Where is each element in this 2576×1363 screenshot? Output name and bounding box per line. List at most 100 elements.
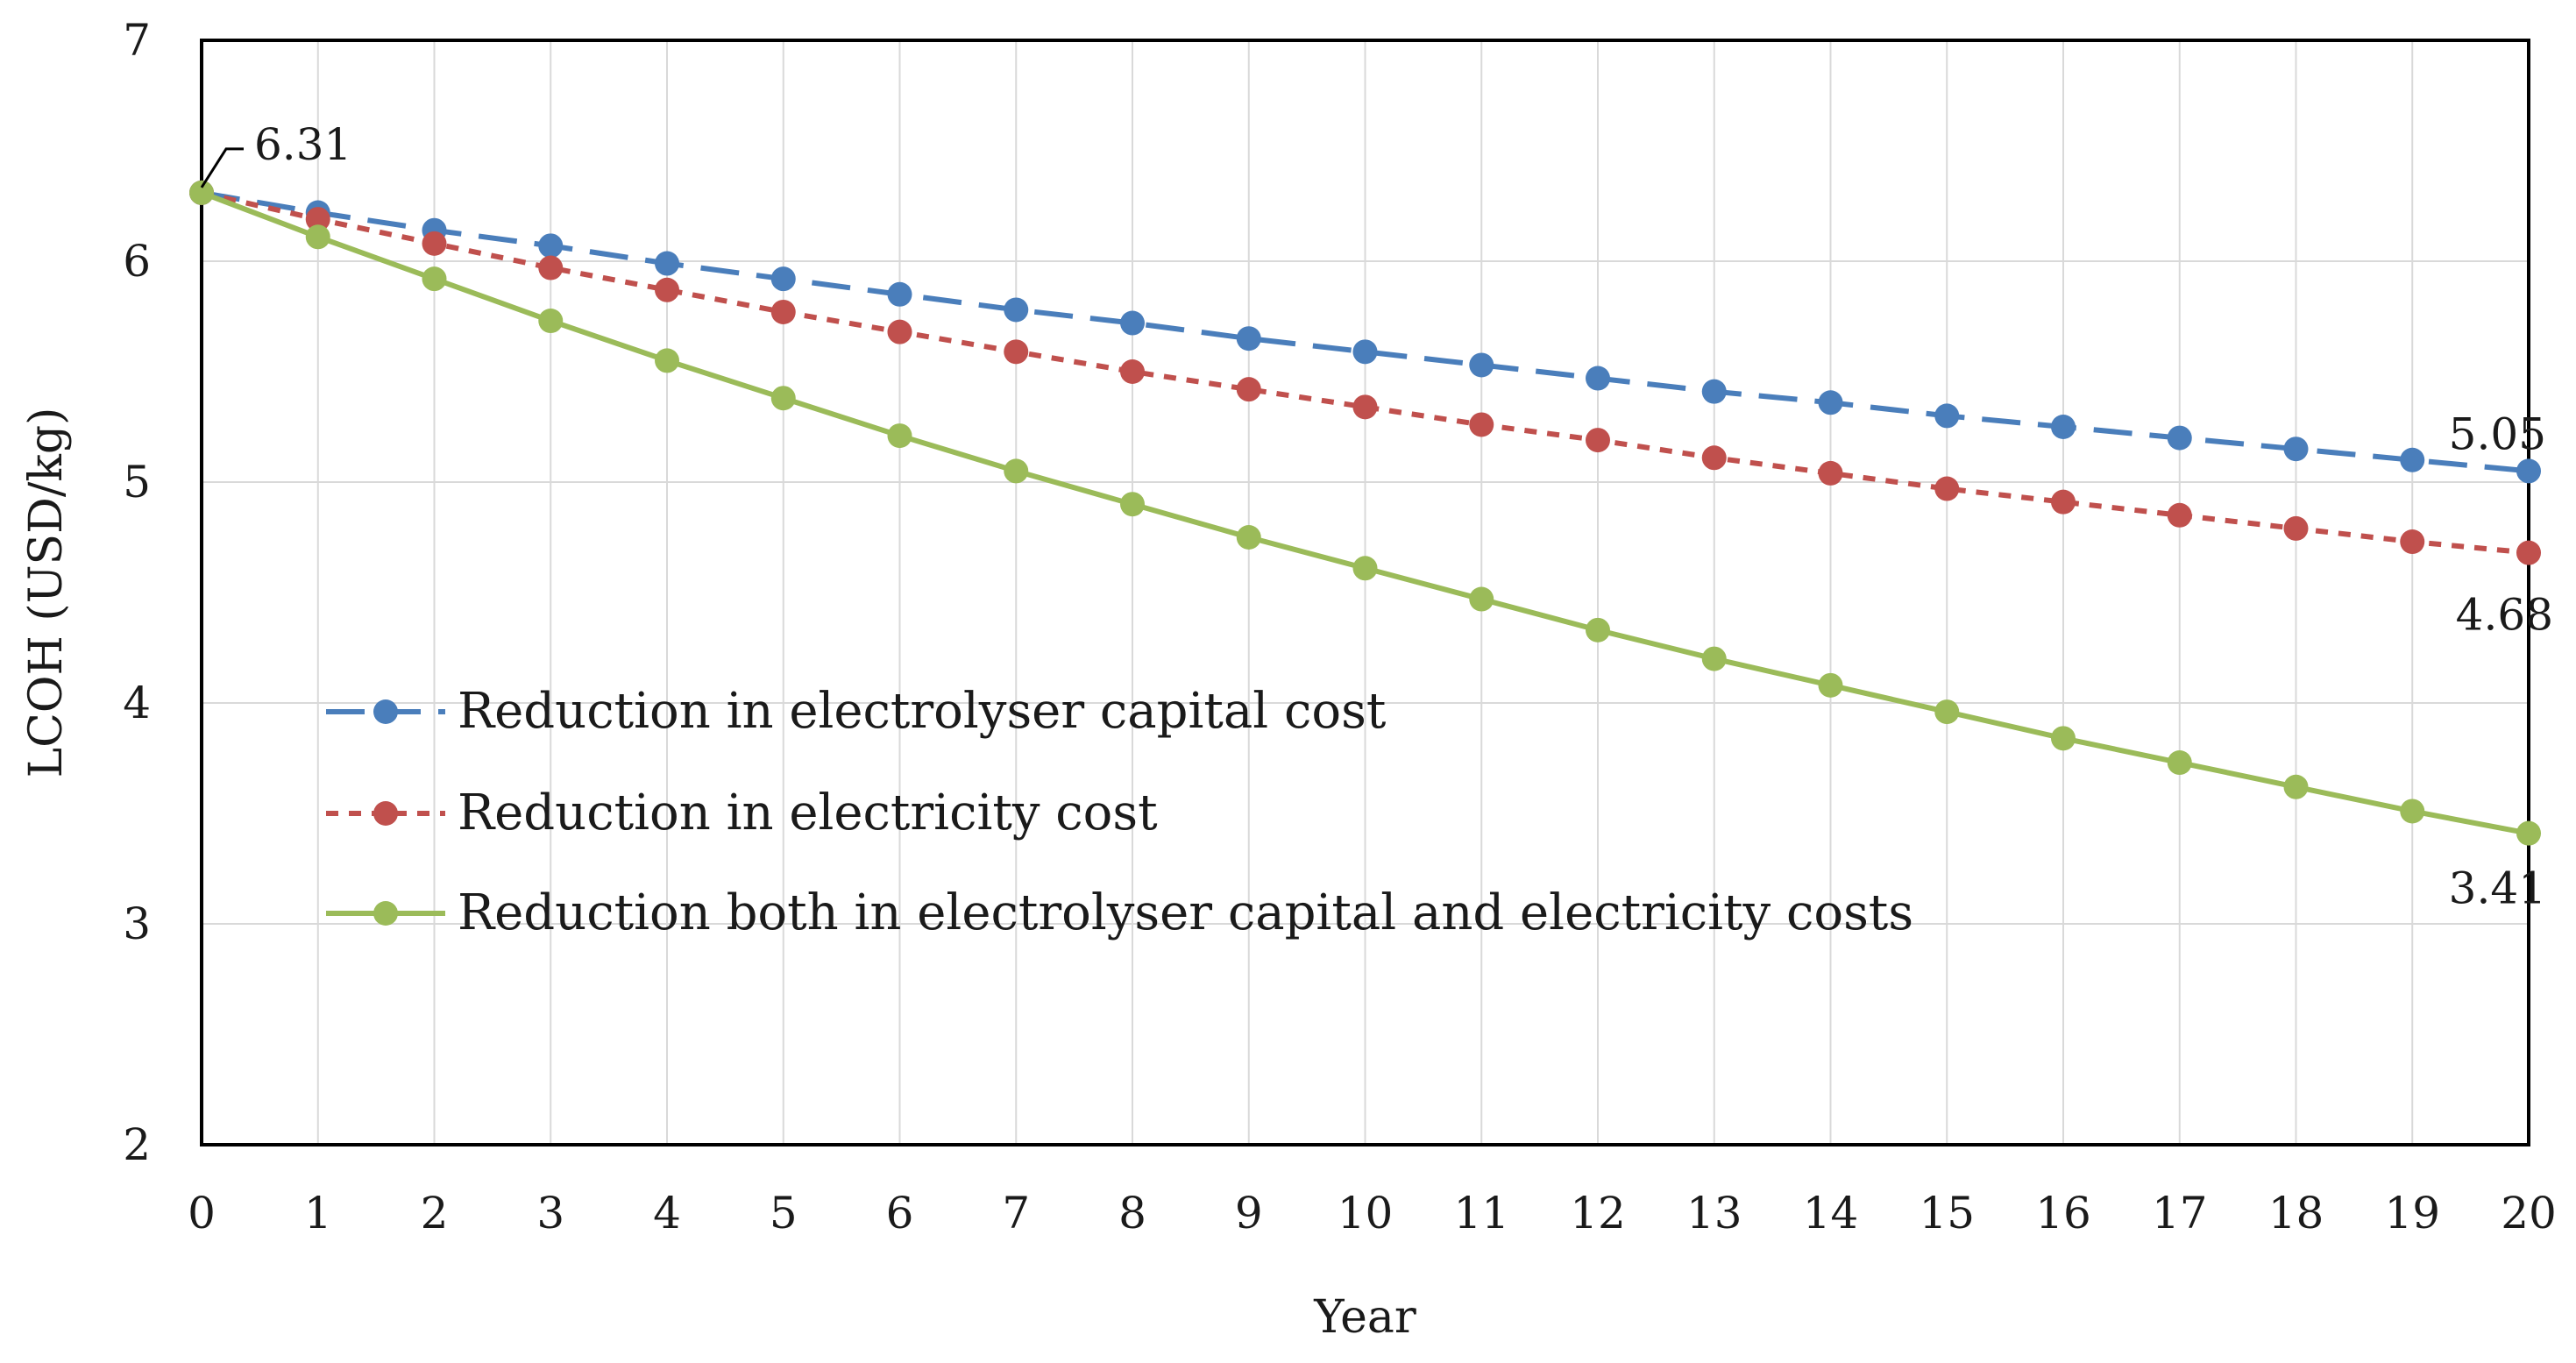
x-axis-title: Year [1313, 1291, 1416, 1344]
data-point [2167, 425, 2192, 451]
x-tick-label: 4 [653, 1188, 681, 1239]
x-tick-label: 0 [188, 1188, 216, 1239]
y-tick-label: 6 [123, 236, 151, 287]
data-point [1236, 525, 1261, 550]
x-tick-label: 8 [1118, 1188, 1146, 1239]
x-tick-label: 17 [2152, 1188, 2208, 1239]
data-point [2400, 799, 2425, 824]
series-2 [189, 180, 2541, 565]
data-point [422, 231, 447, 256]
y-axis-ticks: 2 3 4 5 6 7 [123, 15, 151, 1170]
data-point [1120, 359, 1145, 384]
data-point [422, 266, 447, 292]
data-point [1586, 617, 1610, 642]
x-tick-label: 9 [1235, 1188, 1263, 1239]
data-point [655, 251, 679, 276]
data-point [305, 224, 330, 250]
x-tick-label: 6 [886, 1188, 914, 1239]
x-tick-label: 16 [2035, 1188, 2091, 1239]
data-point [2283, 515, 2309, 541]
y-tick-label: 5 [123, 457, 151, 508]
data-point [1469, 586, 1494, 612]
data-point [1586, 428, 1610, 453]
data-point [1818, 460, 1843, 486]
data-point [655, 348, 679, 373]
data-point [2516, 820, 2541, 846]
data-label: 4.68 [2456, 590, 2553, 641]
data-point [1352, 556, 1378, 581]
data-point [1469, 352, 1494, 378]
data-point [538, 255, 564, 280]
data-point [1004, 458, 1029, 484]
y-tick-label: 2 [123, 1119, 151, 1170]
data-point [2167, 502, 2192, 528]
x-tick-label: 10 [1338, 1188, 1394, 1239]
label-leader-line [200, 147, 244, 188]
data-point [2283, 774, 2309, 799]
data-point [1586, 366, 1610, 391]
x-tick-label: 5 [770, 1188, 798, 1239]
x-axis-ticks: 0 1 2 3 4 5 6 7 8 9 10 11 12 13 14 15 16 17 18 19 20 [188, 1188, 2557, 1239]
data-point [1701, 445, 1727, 471]
plot-area-frame [200, 39, 2530, 1146]
data-point [1934, 699, 1960, 725]
data-label: 5.05 [2449, 408, 2546, 459]
data-point [2516, 540, 2541, 565]
x-tick-label: 18 [2268, 1188, 2324, 1239]
legend: Reduction in electrolyser capital cost Re… [326, 683, 1913, 941]
data-point [887, 319, 912, 344]
legend-label: Reduction both in electrolyser capital a… [458, 884, 1913, 941]
series-layer [189, 180, 2541, 846]
data-point [1701, 646, 1727, 671]
data-point [1818, 672, 1843, 698]
data-point [1818, 390, 1843, 415]
data-point [1120, 310, 1145, 336]
data-point [770, 266, 796, 292]
data-point [2400, 447, 2425, 472]
data-point [2516, 458, 2541, 484]
y-axis-title: LCOH (USD/kg) [20, 408, 73, 778]
y-tick-label: 4 [123, 678, 151, 728]
data-point [770, 386, 796, 411]
legend-label: Reduction in electricity cost [458, 784, 1158, 841]
data-point [2051, 415, 2076, 439]
x-tick-label: 11 [1453, 1188, 1509, 1239]
x-tick-label: 1 [304, 1188, 332, 1239]
data-point [1004, 297, 1029, 323]
data-point [1236, 377, 1261, 402]
data-label: 3.41 [2449, 863, 2546, 914]
data-point [538, 233, 564, 259]
x-tick-label: 20 [2501, 1188, 2557, 1239]
data-label: 6.31 [254, 119, 351, 170]
data-point [538, 309, 564, 334]
gridlines [201, 39, 2530, 1146]
data-point [1469, 412, 1494, 437]
series-3 [189, 180, 2541, 846]
data-point [1934, 476, 1960, 501]
data-point [1236, 326, 1261, 351]
series-line-2 [201, 189, 2530, 556]
x-tick-label: 14 [1803, 1188, 1859, 1239]
data-point [655, 277, 679, 302]
data-point [2051, 726, 2076, 751]
legend-label: Reduction in electrolyser capital cost [458, 683, 1387, 740]
x-tick-label: 15 [1919, 1188, 1975, 1239]
data-point [2051, 489, 2076, 515]
x-tick-label: 3 [536, 1188, 564, 1239]
data-point [1934, 403, 1960, 429]
data-point [1004, 339, 1029, 365]
data-point [305, 207, 330, 232]
x-tick-label: 13 [1686, 1188, 1742, 1239]
x-tick-label: 7 [1002, 1188, 1030, 1239]
data-point [1120, 492, 1145, 517]
data-point [1352, 339, 1378, 365]
data-point [2400, 529, 2425, 555]
data-point [2167, 750, 2192, 776]
x-tick-label: 2 [421, 1188, 449, 1239]
data-point [887, 423, 912, 449]
data-label-layer: 6.31 5.05 4.68 3.41 [200, 119, 2553, 914]
y-tick-label: 3 [123, 898, 151, 949]
legend-swatch-marker [373, 901, 398, 926]
data-point [2283, 437, 2309, 462]
